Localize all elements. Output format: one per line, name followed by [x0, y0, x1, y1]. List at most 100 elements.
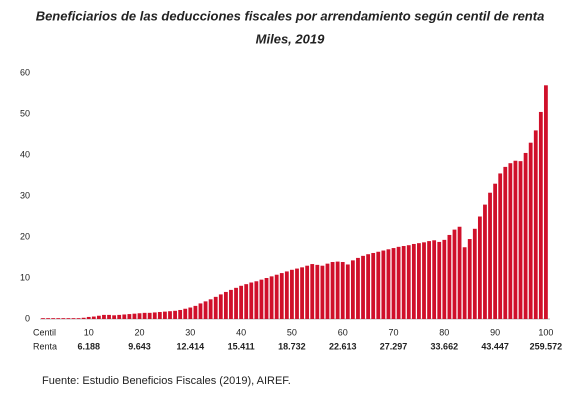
bar [188, 307, 193, 319]
bar [330, 262, 335, 319]
bar [381, 250, 386, 319]
x-tick-label: 60 [338, 327, 348, 337]
bar [462, 247, 467, 319]
bar [361, 255, 365, 319]
secondary-tick-label: 43.447 [481, 341, 509, 351]
bar [483, 204, 487, 319]
bar [493, 183, 498, 319]
chart-title: Beneficiarios de las deducciones fiscale… [36, 8, 545, 23]
x-tick-label: 90 [490, 327, 500, 337]
bar [254, 281, 259, 319]
bar [508, 163, 513, 319]
bar [76, 318, 81, 319]
bar [290, 269, 294, 319]
bar [432, 240, 437, 319]
secondary-tick-label: 9.643 [128, 341, 151, 351]
bar [81, 317, 86, 319]
x-axis-label: Centil [33, 327, 56, 337]
bar [249, 282, 254, 319]
x-tick-label: 20 [135, 327, 145, 337]
bar [66, 318, 71, 319]
secondary-tick-label: 12.414 [177, 341, 205, 351]
y-tick-label: 10 [20, 272, 30, 282]
source-note: Fuente: Estudio Beneficios Fiscales (201… [42, 375, 291, 387]
bar [203, 301, 208, 319]
y-tick-label: 20 [20, 231, 30, 241]
bar [447, 234, 452, 319]
bar [193, 305, 198, 319]
bar [396, 246, 401, 319]
bar [56, 318, 61, 319]
bar [127, 314, 132, 319]
bar [523, 152, 528, 319]
bar [152, 312, 157, 319]
bar [391, 248, 396, 319]
bar [371, 252, 376, 319]
bar [305, 265, 310, 319]
bar [132, 313, 137, 319]
bar [457, 226, 462, 319]
bar [503, 166, 508, 319]
bar [300, 267, 304, 319]
bar [401, 246, 406, 319]
bar [513, 160, 518, 319]
bar [284, 271, 289, 319]
x-tick-label: 10 [84, 327, 94, 337]
secondary-tick-label: 259.572 [530, 341, 563, 351]
bar [269, 276, 274, 319]
bar [488, 192, 492, 319]
bar [107, 314, 111, 319]
y-tick-label: 50 [20, 108, 30, 118]
bar [417, 243, 421, 319]
bar [142, 312, 147, 319]
bar [335, 261, 340, 319]
bar [544, 85, 548, 319]
bar [168, 311, 172, 319]
secondary-tick-label: 33.662 [431, 341, 459, 351]
bar [218, 294, 223, 319]
bar [178, 309, 183, 319]
bar [71, 318, 76, 319]
bar [208, 299, 213, 319]
bar [157, 312, 162, 319]
y-tick-label: 0 [25, 313, 30, 323]
bar [96, 315, 101, 319]
bar [244, 284, 249, 319]
secondary-tick-label: 18.732 [278, 341, 306, 351]
bar [350, 260, 355, 319]
bar [234, 287, 238, 319]
bar [102, 314, 106, 319]
bar [340, 262, 345, 319]
secondary-tick-label: 15.411 [228, 341, 255, 351]
bar [538, 111, 543, 319]
bar [411, 243, 416, 319]
bar [386, 249, 391, 319]
bar [406, 245, 411, 319]
y-tick-label: 30 [20, 190, 30, 200]
bar [173, 310, 177, 319]
bar [274, 274, 279, 319]
bar [518, 161, 523, 319]
bar [467, 239, 472, 319]
bar [213, 296, 218, 319]
bar [295, 268, 299, 319]
bar [356, 257, 360, 319]
y-tick-label: 40 [20, 149, 30, 159]
bar [442, 239, 447, 319]
bar [437, 241, 442, 319]
bar [86, 316, 91, 319]
bar [51, 318, 56, 319]
bar [41, 318, 45, 319]
x-tick-label: 100 [538, 327, 553, 337]
bar [325, 263, 330, 319]
y-tick-label: 60 [20, 67, 30, 77]
secondary-tick-label: 27.297 [380, 341, 408, 351]
bar [122, 314, 127, 319]
bar [117, 314, 122, 319]
bar [422, 242, 426, 319]
bar [528, 142, 533, 319]
bar [452, 229, 457, 319]
bar [315, 264, 320, 319]
